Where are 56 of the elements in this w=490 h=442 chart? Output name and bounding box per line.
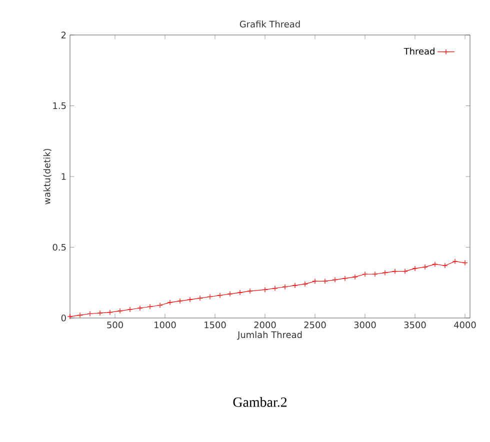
point [237, 290, 243, 296]
x-tick-label: 3000 [354, 322, 376, 328]
point [352, 274, 358, 280]
point [322, 278, 328, 284]
point [442, 262, 448, 268]
point [362, 271, 368, 277]
point [332, 276, 338, 283]
point [422, 264, 428, 270]
point [227, 291, 233, 297]
point [342, 276, 348, 282]
point [77, 312, 83, 318]
legend-label: Thread [404, 48, 434, 55]
y-tick-label: 1 [62, 173, 66, 180]
x-axis-title: Jumlah Thread [237, 331, 302, 340]
x-tick-label: 4000 [454, 322, 476, 328]
point [372, 271, 378, 277]
point [302, 281, 308, 287]
x-tick-label: 500 [107, 322, 123, 328]
point [382, 270, 388, 276]
x-tick-label: 3500 [404, 322, 426, 328]
point [157, 302, 163, 308]
point [402, 268, 408, 274]
point [107, 310, 113, 316]
point [187, 296, 193, 302]
y-tick-label: 2 [61, 32, 66, 38]
text: Gambar.2 [233, 397, 287, 407]
point [282, 284, 288, 290]
point [217, 292, 223, 298]
point [97, 310, 103, 316]
point [262, 286, 268, 292]
x-tick-label: 1500 [204, 322, 226, 328]
x-tick-label: 1000 [154, 322, 176, 328]
point [177, 298, 183, 304]
point [312, 278, 318, 284]
point [147, 304, 153, 310]
x-tick-label: 2500 [304, 322, 326, 328]
chart-title: Grafik Thread [240, 20, 300, 28]
y-axis-title: waktu(detik) [43, 148, 52, 204]
point [127, 306, 133, 312]
point [392, 268, 398, 274]
point [247, 288, 253, 294]
point [292, 282, 298, 288]
point [87, 310, 93, 317]
point [207, 294, 213, 300]
y-tick-label: 0.5 [52, 244, 66, 251]
point [167, 300, 173, 306]
point [412, 266, 418, 272]
point [137, 305, 143, 311]
x-tick-label: 2000 [254, 322, 276, 328]
point [197, 295, 203, 301]
point [272, 285, 278, 292]
point [452, 258, 458, 264]
point [117, 308, 123, 314]
y-tick-label: 0 [61, 314, 66, 322]
y-tick-label: 1.5 [53, 102, 66, 110]
point [432, 261, 438, 268]
